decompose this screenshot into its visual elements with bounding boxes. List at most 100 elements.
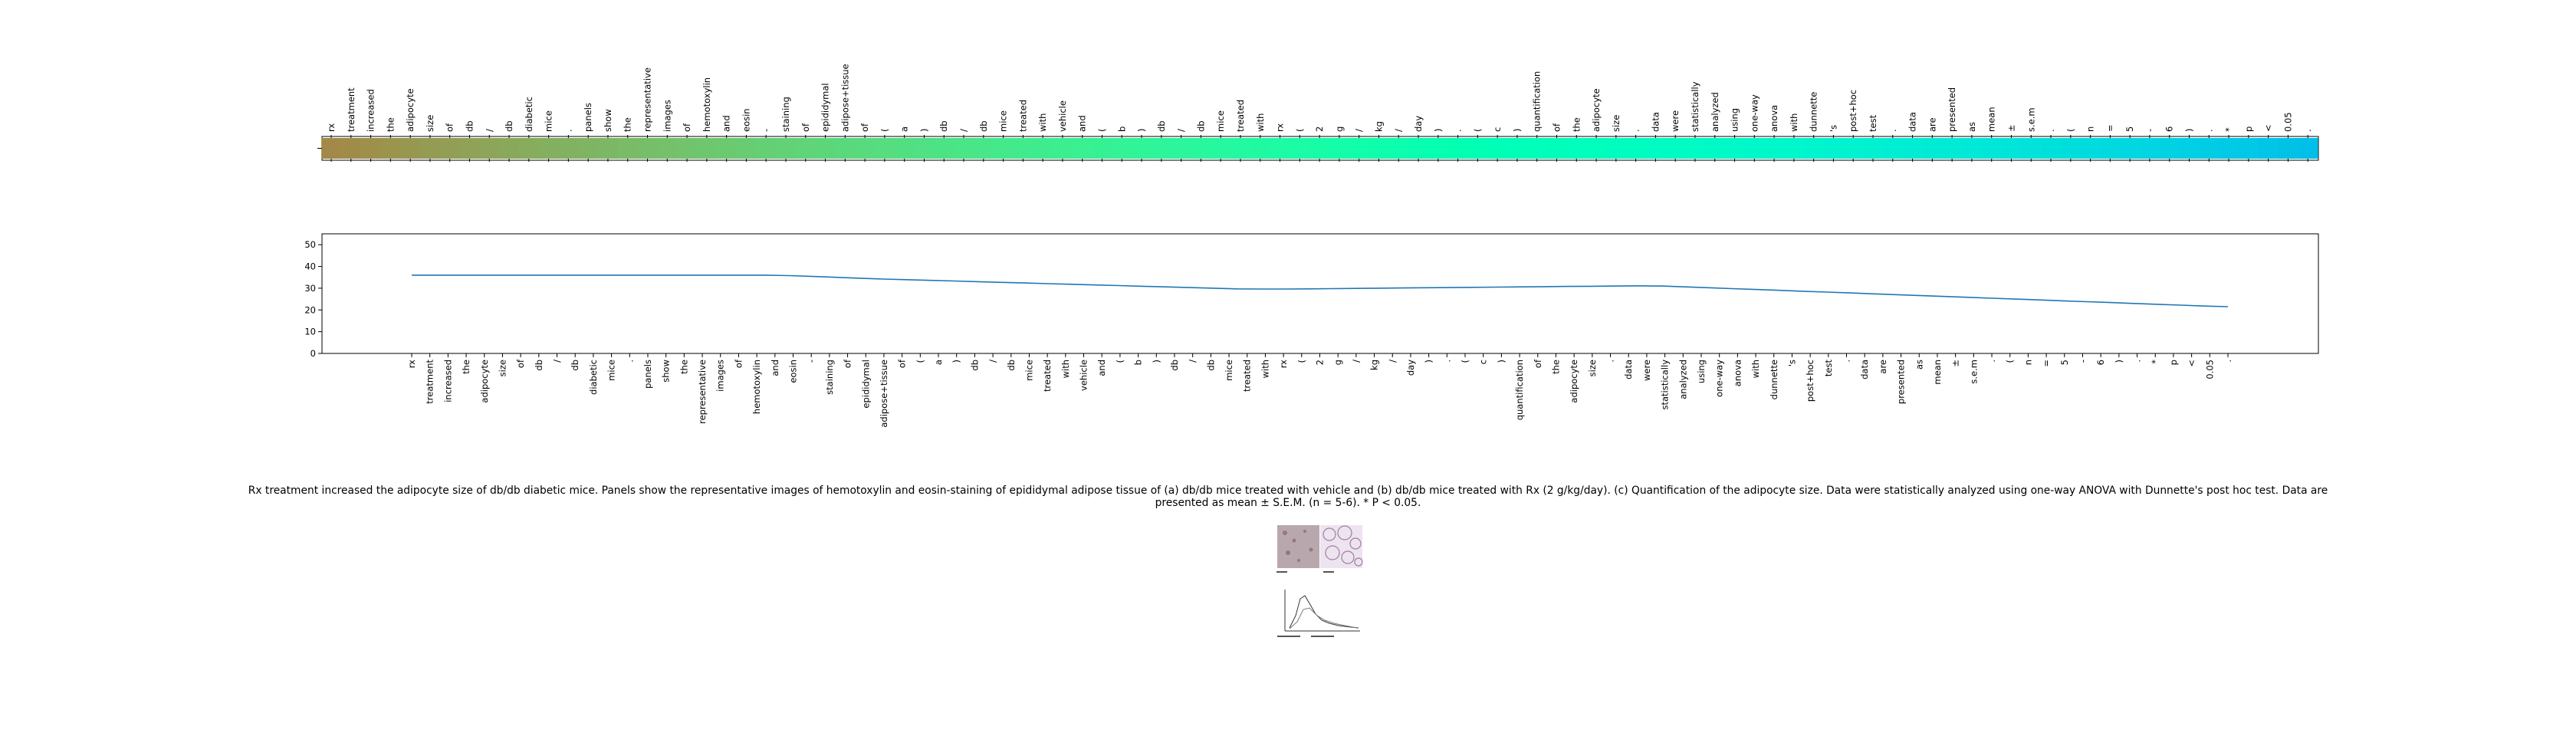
heatmap-token-label: .: [563, 129, 573, 132]
heatmap-cell: [1171, 138, 1192, 159]
x-tick-label: /: [987, 360, 998, 363]
x-tick-label: and: [770, 360, 780, 376]
x-tick-label: .: [1441, 360, 1452, 363]
x-tick-label: kg: [1369, 360, 1380, 370]
heatmap-cell: [2041, 138, 2062, 159]
heatmap-cell: [2258, 138, 2279, 159]
x-tick-label: 0.05: [2204, 360, 2215, 380]
heatmap-token-label: with: [1037, 113, 1048, 132]
y-tick-label: 10: [304, 327, 316, 337]
x-tick-label: diabetic: [588, 360, 599, 395]
heatmap-token-label: the: [1571, 117, 1582, 132]
heatmap-token-label: eosin: [741, 108, 751, 132]
heatmap-cell: [1803, 138, 1825, 159]
heatmap-cell: [1033, 138, 1053, 159]
heatmap-cell: [677, 138, 698, 159]
heatmap-token-label: of: [1551, 123, 1562, 132]
x-tick-label: statistically: [1660, 360, 1671, 410]
heatmap-token-label: treated: [1017, 100, 1028, 132]
heatmap-token-label: .: [2302, 129, 2313, 132]
y-tick-label: 30: [304, 283, 316, 294]
heatmap-cell: [2219, 138, 2239, 159]
x-tick-label: .: [2223, 360, 2233, 363]
heatmap-token-label: presented: [1947, 87, 1957, 132]
heatmap-token-label: /: [484, 129, 495, 132]
x-tick-label: a: [933, 360, 944, 365]
heatmap-cell: [1250, 138, 1271, 159]
x-tick-label: test: [1823, 360, 1834, 377]
heatmap-token-label: /: [1393, 129, 1404, 132]
figure-caption: Rx treatment increased the adipocyte siz…: [248, 485, 2328, 509]
x-tick-label: data: [1859, 360, 1870, 380]
heatmap-token-label: db: [938, 120, 949, 132]
x-tick-label: the: [678, 360, 689, 374]
heatmap-cell: [776, 138, 797, 159]
heatmap-token-label: adipocyte: [405, 88, 416, 132]
heatmap-token-label: of: [800, 123, 811, 132]
x-tick-label: (: [1296, 360, 1307, 363]
thumbnail-panel-c: [1284, 590, 1360, 632]
heatmap-token-label: as: [1967, 122, 1977, 132]
heatmap-cell: [716, 138, 738, 159]
heatmap-token-label: test: [1868, 114, 1878, 132]
heatmap-cell: [2298, 138, 2318, 159]
heatmap-cell: [993, 138, 1014, 159]
heatmap-token-label: adipocyte: [1591, 88, 1602, 132]
heatmap-token-label: ±: [2006, 124, 2016, 132]
x-tick-label: ): [951, 360, 962, 363]
x-tick-label: images: [715, 360, 726, 392]
x-tick-label: the: [1550, 360, 1561, 374]
y-tick-label: 0: [310, 348, 316, 359]
x-tick-label: .: [1842, 360, 1852, 363]
heatmap-token-label: .: [1453, 129, 1464, 132]
x-tick-label: -: [2077, 360, 2088, 363]
x-tick-label: /: [1387, 360, 1398, 363]
heatmap-token-label: .: [2203, 129, 2214, 132]
x-tick-label: ±: [1950, 360, 1961, 367]
heatmap-cell: [2060, 138, 2082, 159]
x-tick-label: -: [806, 360, 816, 363]
x-tick-label: rx: [406, 360, 417, 368]
x-tick-label: s.e.m: [1968, 360, 1979, 384]
heatmap-cell: [2159, 138, 2180, 159]
x-tick-label: 6: [2095, 360, 2106, 365]
heatmap-token-label: vehicle: [1057, 100, 1068, 132]
heatmap-cell: [1072, 138, 1093, 159]
x-tick-label: db: [570, 360, 580, 371]
heatmap-cell: [2120, 138, 2141, 159]
heatmap-token-label: db: [464, 120, 475, 132]
x-tick-label: analyzed: [1677, 360, 1688, 399]
heatmap-token-label: epididymal: [820, 83, 831, 132]
heatmap-token-label: anova: [1769, 105, 1779, 132]
heatmap-cell: [2199, 138, 2220, 159]
heatmap-cell: [2080, 138, 2101, 159]
heatmap-cell: [479, 138, 500, 159]
heatmap-cell: [499, 138, 520, 159]
heatmap-cell: [914, 138, 935, 159]
heatmap-cell: [1013, 138, 1033, 159]
heatmap-cell: [598, 138, 619, 159]
heatmap-cell: [578, 138, 599, 159]
x-tick-label: db: [1006, 360, 1017, 371]
heatmap-token-label: (: [1294, 129, 1305, 133]
x-tick-label: 2: [1315, 360, 1326, 365]
heatmap-token-label: *: [2223, 127, 2234, 132]
heatmap-cell: [2140, 138, 2160, 159]
heatmap-token-label: (: [879, 129, 890, 133]
heatmap-cell: [1270, 138, 1291, 159]
heatmap-cell: [321, 138, 342, 159]
heatmap-cell: [1388, 138, 1409, 159]
x-tick-label: are: [1878, 360, 1888, 374]
heatmap-cell: [558, 138, 579, 159]
heatmap-cell: [696, 138, 718, 159]
heatmap-cell: [1309, 138, 1330, 159]
heatmap-token-label: 's: [1828, 125, 1838, 132]
heatmap-cell: [1724, 138, 1746, 159]
x-tick-label: .: [1986, 360, 1997, 363]
heatmap-cell: [518, 138, 540, 159]
x-tick-label: (: [915, 360, 925, 363]
heatmap-cell: [2021, 138, 2042, 159]
heatmap-token-label: /: [958, 129, 969, 132]
heatmap-cell: [1843, 138, 1864, 159]
heatmap-token-label: <: [2263, 124, 2274, 132]
